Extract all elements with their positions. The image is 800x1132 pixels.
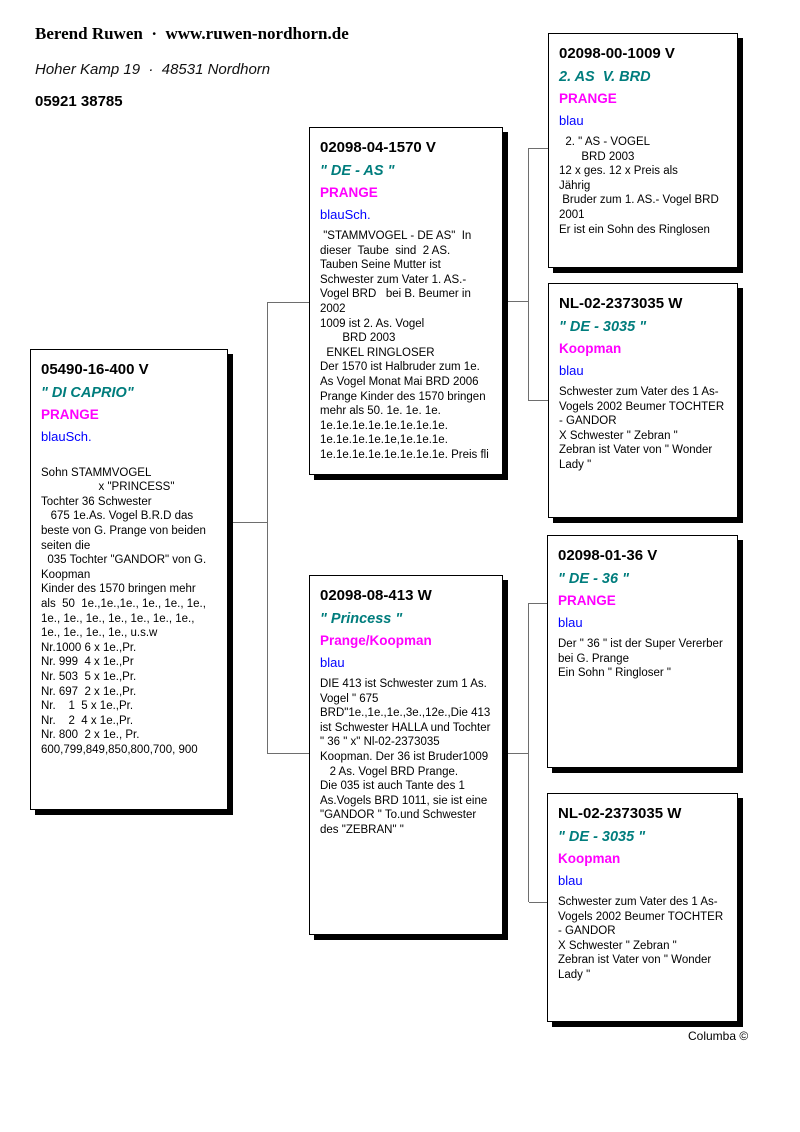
description: Schwester zum Vater des 1 As- Vogels 200… xyxy=(559,386,725,471)
connector-parents-vertical xyxy=(267,302,268,754)
connector-subject-stub xyxy=(229,522,267,523)
connector-ff-branch xyxy=(529,148,548,149)
description: DIE 413 ist Schwester zum 1 As. Vogel " … xyxy=(320,678,491,836)
pedigree-box-grandfather-maternal: 02098-01-36 V " DE - 36 " PRANGE blau De… xyxy=(547,535,738,768)
strain-label: Koopman xyxy=(559,341,622,356)
color-label: blauSch. xyxy=(320,207,371,222)
strain-label: Koopman xyxy=(558,851,621,866)
pigeon-name: " DE - AS " xyxy=(320,163,395,179)
pigeon-name: " Princess " xyxy=(320,611,403,627)
description: 2. " AS - VOGEL BRD 2003 12 x ges. 12 x … xyxy=(559,136,719,236)
pigeon-name: " DE - 3035 " xyxy=(558,829,646,845)
pedigree-box-subject: 05490-16-400 V " DI CAPRIO" PRANGE blauS… xyxy=(30,349,228,810)
color-label: blauSch. xyxy=(41,429,92,444)
connector-mm-branch xyxy=(529,902,547,903)
ring-number: 02098-01-36 V xyxy=(558,547,658,564)
color-label: blau xyxy=(320,655,345,670)
pedigree-box-grandmother-maternal: NL-02-2373035 W " DE - 3035 " Koopman bl… xyxy=(547,793,738,1022)
strain-label: PRANGE xyxy=(558,593,616,608)
description: Der " 36 " ist der Super Vererber bei G.… xyxy=(558,638,723,680)
ring-number: NL-02-2373035 W xyxy=(559,295,683,312)
connector-father-stub xyxy=(508,301,528,302)
pedigree-box-grandfather-paternal: 02098-00-1009 V 2. AS V. BRD PRANGE blau… xyxy=(548,33,738,268)
color-label: blau xyxy=(558,615,583,630)
strain-label: PRANGE xyxy=(41,407,99,422)
owner-address: Hoher Kamp 19 · 48531 Nordhorn xyxy=(35,61,271,78)
owner-phone: 05921 38785 xyxy=(35,93,123,110)
description: "STAMMVOGEL - DE AS" In dieser Taube sin… xyxy=(320,230,489,461)
description: Sohn STAMMVOGEL x "PRINCESS" Tochter 36 … xyxy=(41,466,207,756)
description: Schwester zum Vater des 1 As- Vogels 200… xyxy=(558,896,724,981)
connector-fm-branch xyxy=(529,400,548,401)
connector-father-branch xyxy=(268,302,309,303)
ring-number: NL-02-2373035 W xyxy=(558,805,682,822)
ring-number: 02098-04-1570 V xyxy=(320,139,436,156)
color-label: blau xyxy=(558,873,583,888)
pedigree-box-mother: 02098-08-413 W " Princess " Prange/Koopm… xyxy=(309,575,503,935)
ring-number: 02098-00-1009 V xyxy=(559,45,675,62)
owner-name-and-website: Berend Ruwen · www.ruwen-nordhorn.de xyxy=(35,24,349,43)
connector-mother-stub xyxy=(508,753,528,754)
pigeon-name: " DE - 3035 " xyxy=(559,319,647,335)
columba-credit: Columba © xyxy=(688,1029,749,1043)
color-label: blau xyxy=(559,113,584,128)
pigeon-name: 2. AS V. BRD xyxy=(559,69,651,85)
ring-number: 05490-16-400 V xyxy=(41,361,149,378)
ring-number: 02098-08-413 W xyxy=(320,587,432,604)
strain-label: Prange/Koopman xyxy=(320,633,432,648)
connector-mgrandparents-vertical xyxy=(528,603,529,902)
strain-label: PRANGE xyxy=(559,91,617,106)
connector-mf-branch xyxy=(529,603,547,604)
connector-fgrandparents-vertical xyxy=(528,148,529,401)
color-label: blau xyxy=(559,363,584,378)
strain-label: PRANGE xyxy=(320,185,378,200)
pedigree-box-father: 02098-04-1570 V " DE - AS " PRANGE blauS… xyxy=(309,127,503,475)
connector-mother-branch xyxy=(268,753,309,754)
pigeon-name: " DI CAPRIO" xyxy=(41,385,134,401)
pedigree-box-grandmother-paternal: NL-02-2373035 W " DE - 3035 " Koopman bl… xyxy=(548,283,738,518)
pigeon-name: " DE - 36 " xyxy=(558,571,629,587)
